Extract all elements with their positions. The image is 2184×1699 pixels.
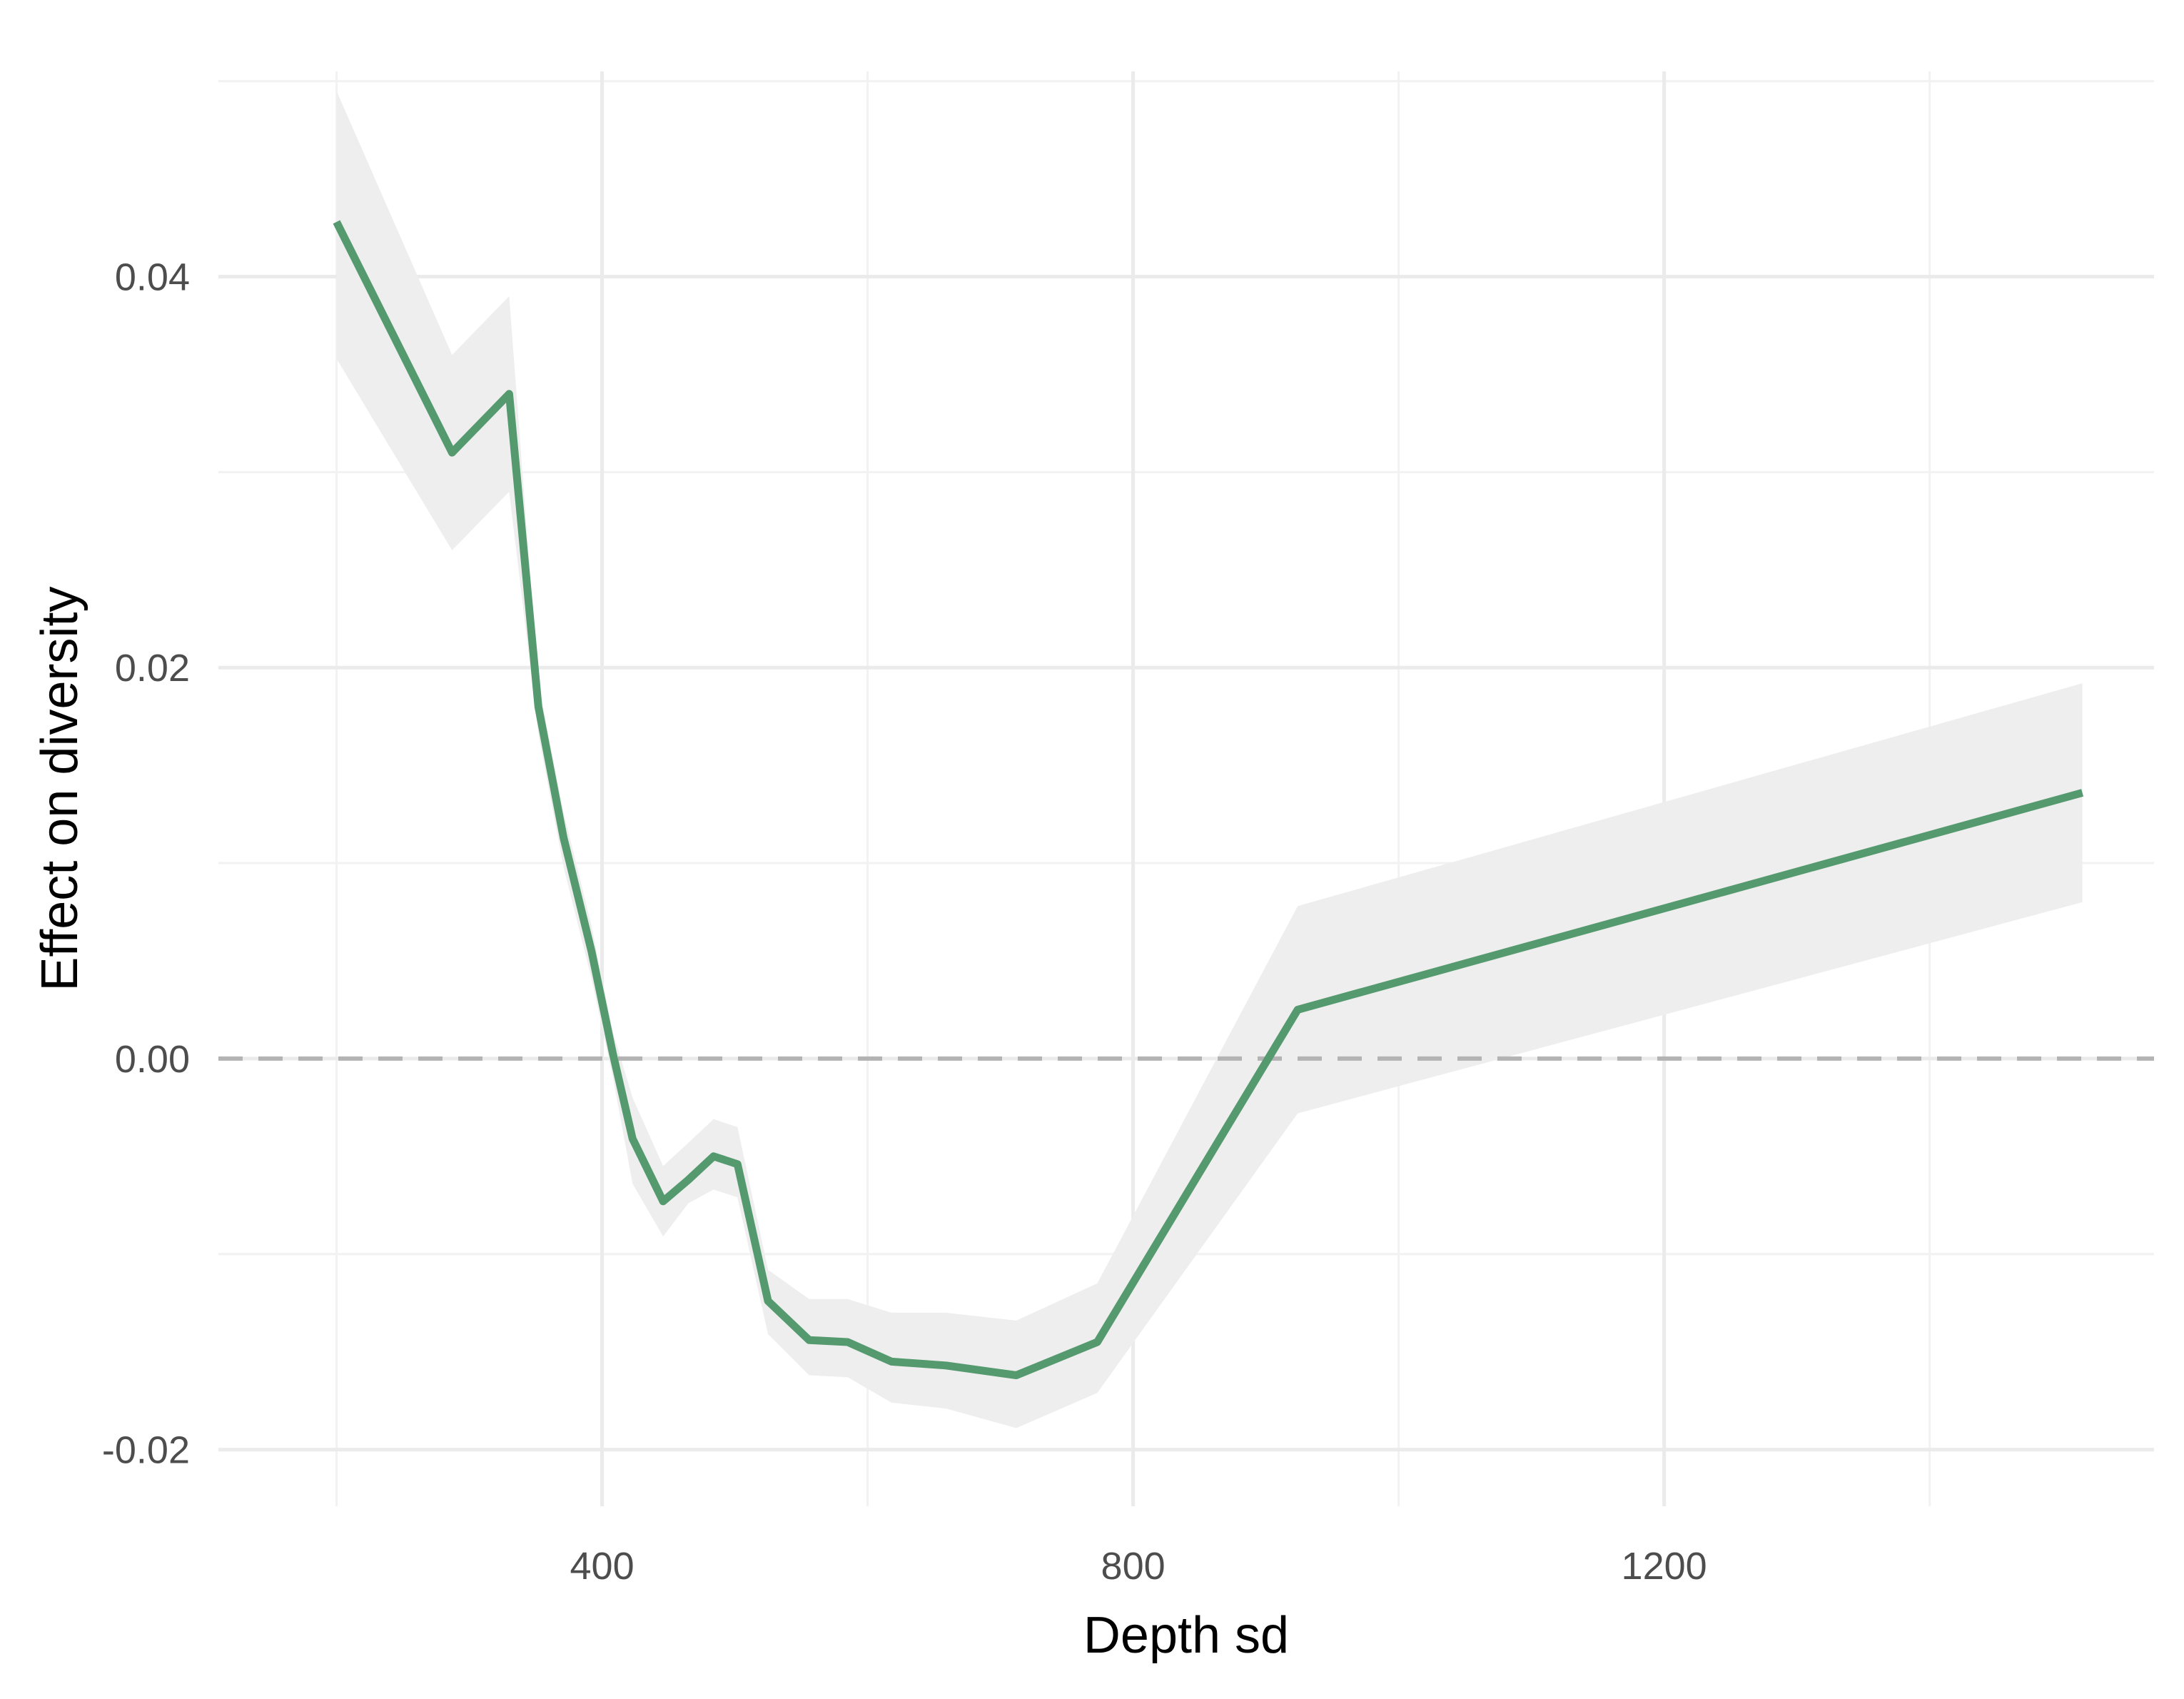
x-tick-label: 400	[570, 1545, 635, 1588]
effect-line-layer	[333, 220, 2084, 1379]
y-tick-labels: -0.02 0.00 0.02 0.04	[102, 256, 190, 1472]
x-axis-title: Depth sd	[1083, 1607, 1289, 1664]
x-tick-labels: 400 800 1200	[570, 1545, 1707, 1588]
y-axis-title: Effect on diversity	[31, 587, 89, 992]
y-tick-label: 0.02	[115, 647, 190, 690]
confidence-band	[336, 91, 2083, 1428]
x-tick-label: 800	[1101, 1545, 1166, 1588]
confidence-band-layer	[336, 91, 2083, 1428]
y-tick-label: 0.04	[115, 256, 190, 299]
effect-line	[333, 220, 2084, 1379]
y-tick-label: 0.00	[115, 1038, 190, 1081]
minor-grid	[218, 71, 2154, 1506]
x-tick-label: 1200	[1622, 1545, 1707, 1588]
y-tick-label: -0.02	[102, 1429, 190, 1472]
